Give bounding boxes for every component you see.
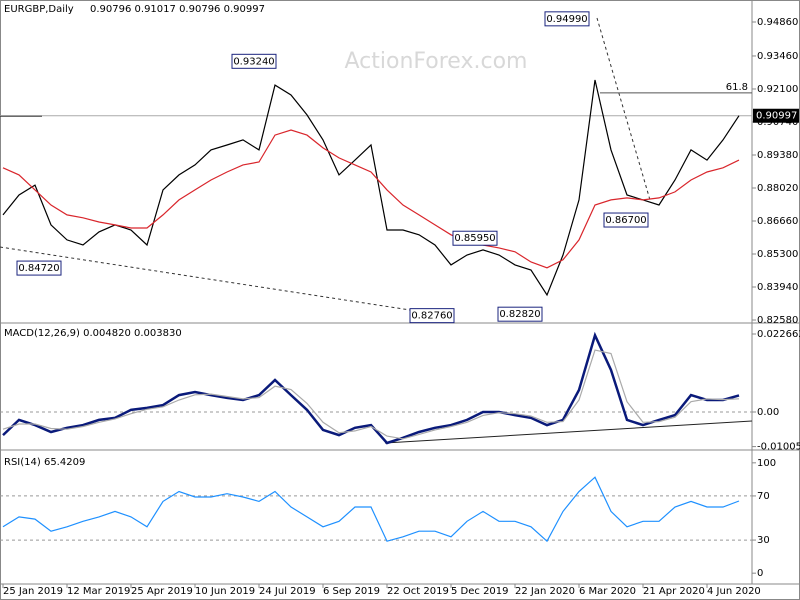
watermark: ActionForex.com [345,49,528,74]
annotation-box [16,260,62,276]
y-tick-label: 0.89380 [757,150,798,161]
chart-subtitle: 0.90796 0.91017 0.90796 0.90997 [90,4,265,15]
panel-title: MACD(12,26,9) 0.004820 0.003830 [4,328,182,339]
x-tick-label: 6 Sep 2019 [323,586,380,597]
annotation-label: 0.82760 [411,311,452,322]
y-tick-label: 0.88020 [757,183,798,194]
y-tick-label: 0.82580 [757,315,798,326]
y-tick-label: 0.92100 [757,84,798,95]
y-tick-label: 0.83940 [757,282,798,293]
trend-line [384,420,753,444]
chart-title: EURGBP,Daily [4,4,74,15]
annotation-label: 0.94990 [546,14,587,25]
series-line [2,349,740,440]
trend-line [596,17,651,201]
price-label: 0.90997 [756,111,797,122]
y-tick-label: 0.94860 [757,17,798,28]
annotation-label: 0.84720 [18,263,59,274]
annotation-label: 0.82820 [499,309,540,320]
y-tick-label: 0.86660 [757,216,798,227]
price-box [753,108,799,123]
y-tick-label: 0.00 [757,407,779,418]
y-tick-label: -0.010052 [757,442,800,453]
annotation-label: 0.85950 [454,233,495,244]
y-tick-label: 100 [757,458,776,469]
x-tick-label: 25 Jan 2019 [3,586,63,597]
x-tick-label: 12 Mar 2019 [67,586,130,597]
annotation-label: 0.93240 [233,56,274,67]
series-line [2,79,740,297]
y-tick-label: 30 [757,535,770,546]
x-tick-label: 22 Oct 2019 [387,586,449,597]
fib-label: 61.8 [726,82,748,93]
annotation-box [603,212,649,228]
x-tick-label: 6 Mar 2020 [579,586,636,597]
y-tick-label: 0.93460 [757,51,798,62]
y-tick-label: 0 [757,568,763,579]
annotation-box [409,308,455,324]
annotation-box [452,230,498,246]
x-tick-label: 24 Jul 2019 [259,586,316,597]
x-tick-label: 10 Jun 2019 [195,586,255,597]
x-tick-label: 22 Jan 2020 [515,586,575,597]
annotation-box [544,11,590,27]
series-line [2,129,740,269]
y-tick-label: 0.022662 [757,329,800,340]
panel-title: RSI(14) 65.4209 [4,457,85,468]
y-tick-label: 70 [757,491,770,502]
x-tick-label: 21 Apr 2020 [643,586,705,597]
series-line [2,331,740,445]
series-line [2,476,740,543]
annotation-box [231,53,277,69]
y-tick-label: 0.85300 [757,249,798,260]
x-tick-label: 5 Dec 2019 [451,586,509,597]
annotation-box [497,306,543,322]
x-tick-label: 4 Jun 2020 [707,586,761,597]
annotation-label: 0.86700 [605,215,646,226]
x-tick-label: 25 Apr 2019 [131,586,193,597]
